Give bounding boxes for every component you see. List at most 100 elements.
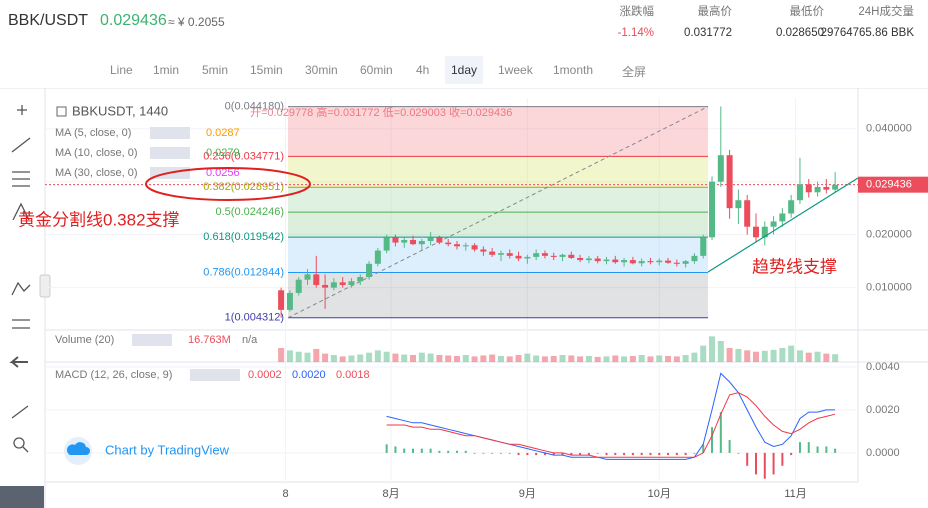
candle-body — [726, 155, 733, 209]
legend-icon — [56, 106, 67, 117]
candle-body — [682, 261, 689, 264]
macd-hist-bar — [640, 452, 643, 456]
drawing-tools[interactable] — [9, 105, 31, 453]
candle-body — [770, 221, 777, 227]
volume-bar — [436, 355, 443, 362]
macd-legend: MACD (12, 26, close, 9) — [55, 369, 172, 381]
stat-label: 24H成交量 — [858, 6, 914, 18]
interval-button[interactable]: 5min — [202, 63, 229, 77]
volume-bar — [603, 356, 610, 362]
volume-bar — [453, 355, 460, 362]
volume-bar — [313, 348, 320, 362]
fib-zone — [288, 156, 708, 188]
macd-hist-bar — [631, 452, 634, 456]
candle-body — [515, 255, 522, 259]
collapse[interactable] — [39, 274, 51, 298]
volume-bar — [673, 356, 680, 362]
fib-zone — [288, 237, 708, 273]
stat-value: 0.031772 — [684, 27, 732, 39]
interval-button[interactable]: 30min — [305, 63, 338, 77]
candle-body — [735, 200, 742, 209]
candle-body — [471, 245, 478, 250]
volume-bar — [594, 356, 601, 362]
macd-hist-bar — [623, 452, 626, 456]
candle-body — [832, 184, 839, 190]
candle-body — [383, 237, 390, 251]
last-price-label: 0.029436 — [866, 179, 912, 191]
macd-hist-bar — [561, 452, 564, 456]
interval-button[interactable]: 1day — [445, 56, 484, 84]
legend-buttons — [150, 147, 190, 159]
volume-bar — [647, 356, 654, 362]
fib-label: 0.382(0.028951) — [203, 181, 284, 193]
interval-button[interactable]: 1min — [153, 63, 180, 77]
y-tick-label: 0.0040 — [866, 361, 900, 373]
candle-body — [779, 213, 786, 222]
macd-hist-bar — [798, 442, 801, 453]
legend-buttons — [150, 127, 190, 139]
volume-bar — [559, 355, 566, 362]
volume-bar — [805, 352, 812, 362]
legend-buttons — [190, 369, 240, 381]
macd-hist-bar — [658, 452, 661, 456]
candle-body — [357, 277, 364, 282]
candle-body — [348, 281, 355, 285]
candle-body — [647, 261, 654, 263]
volume-bar — [401, 354, 408, 362]
volume-bar — [577, 356, 584, 362]
volume-bar — [304, 352, 311, 362]
macd-hist-bar — [746, 452, 749, 466]
macd-hist-bar — [482, 452, 485, 454]
volume-bar — [497, 355, 504, 362]
macd-hist-bar — [587, 452, 590, 456]
macd-hist-bar — [429, 448, 432, 453]
interval-button[interactable]: Line — [110, 63, 133, 77]
annotation: 黄金分割线0.382支撑 — [18, 210, 180, 229]
interval-button[interactable]: 60min — [360, 63, 393, 77]
volume-bar — [665, 355, 672, 362]
macd-hist-bar — [543, 452, 546, 456]
macd-hist-bar — [781, 452, 784, 466]
candle-body — [577, 257, 584, 261]
x-tick-label: 10月 — [648, 488, 671, 500]
macd-hist-bar — [385, 444, 388, 453]
candle-body — [656, 260, 663, 263]
chart: 0.0400000.0300000.0200000.01000088月9月10月… — [0, 88, 928, 508]
volume-extra: n/a — [242, 334, 258, 346]
volume-bar — [770, 349, 777, 362]
interval-button[interactable]: 1month — [553, 63, 594, 77]
volume-bar — [700, 345, 707, 362]
macd-hist-bar — [711, 427, 714, 453]
candle-body — [322, 284, 329, 288]
pair: BBK/USDT — [8, 12, 89, 29]
candle-body — [638, 261, 645, 264]
ohlc-legend: 开=0.029778 高=0.031772 低=0.029003 收=0.029… — [250, 105, 512, 119]
candle-body — [752, 226, 759, 238]
candle-body — [497, 253, 504, 255]
macd-hist-bar — [754, 452, 757, 475]
macd-hist-bar — [508, 452, 511, 454]
volume-bar — [779, 348, 786, 362]
candle-body — [304, 274, 311, 280]
volume-bar — [366, 352, 373, 362]
macd-hist-bar — [772, 452, 775, 475]
candle-body — [823, 186, 830, 190]
legend-buttons — [132, 334, 172, 346]
macd-hist-bar — [816, 446, 819, 453]
toggle[interactable] — [0, 486, 44, 508]
candle-body — [436, 237, 443, 243]
interval-button[interactable]: 4h — [416, 63, 430, 77]
ma-value: 0.0287 — [206, 127, 240, 139]
interval-button[interactable]: 1week — [498, 63, 533, 77]
interval-button[interactable]: 全屏 — [622, 65, 647, 79]
volume-bar — [761, 350, 768, 362]
ma-legend: MA (10, close, 0) — [55, 147, 138, 159]
volume-bar — [427, 353, 434, 362]
candle-body — [427, 237, 434, 242]
fib-zone — [288, 212, 708, 238]
macd-hist-bar — [394, 446, 397, 453]
volume-bar — [568, 355, 575, 362]
ma-value: 0.0279 — [206, 147, 240, 159]
volume-bar — [524, 353, 531, 362]
interval-button[interactable]: 15min — [250, 63, 283, 77]
